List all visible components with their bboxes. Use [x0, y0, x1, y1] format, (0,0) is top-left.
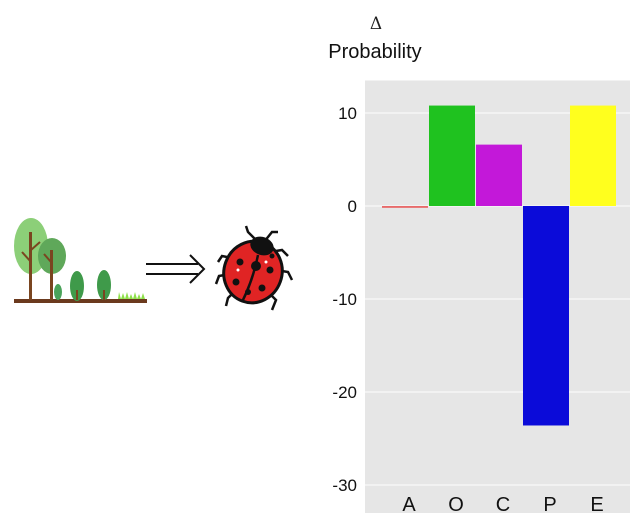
y-tick-label: -20 [332, 383, 357, 402]
y-tick-label: -30 [332, 476, 357, 495]
y-axis-label-symbol: Δ [370, 14, 382, 34]
double-arrow-right-icon [146, 255, 204, 283]
x-category-label: O [448, 494, 464, 513]
bar-chart: Δ Probability 10 0 -10 -20 -30 A O C P E [300, 0, 630, 513]
bar-p [523, 206, 569, 425]
bar-o [429, 106, 475, 206]
ladybug-icon [215, 226, 292, 311]
bar-e [570, 106, 616, 206]
forest-trees-icon [14, 218, 147, 303]
y-tick-label: -10 [332, 290, 357, 309]
illustration [0, 0, 330, 513]
y-axis-label: Probability [328, 41, 421, 63]
bar-c [476, 145, 522, 206]
x-category-label: P [543, 494, 556, 513]
y-tick-label: 0 [348, 197, 357, 216]
x-category-label: E [590, 494, 603, 513]
y-tick-labels: 10 0 -10 -20 -30 [332, 104, 357, 495]
bar-a [382, 206, 428, 208]
y-tick-label: 10 [338, 104, 357, 123]
x-category-label: A [402, 494, 416, 513]
x-category-label: C [496, 494, 510, 513]
